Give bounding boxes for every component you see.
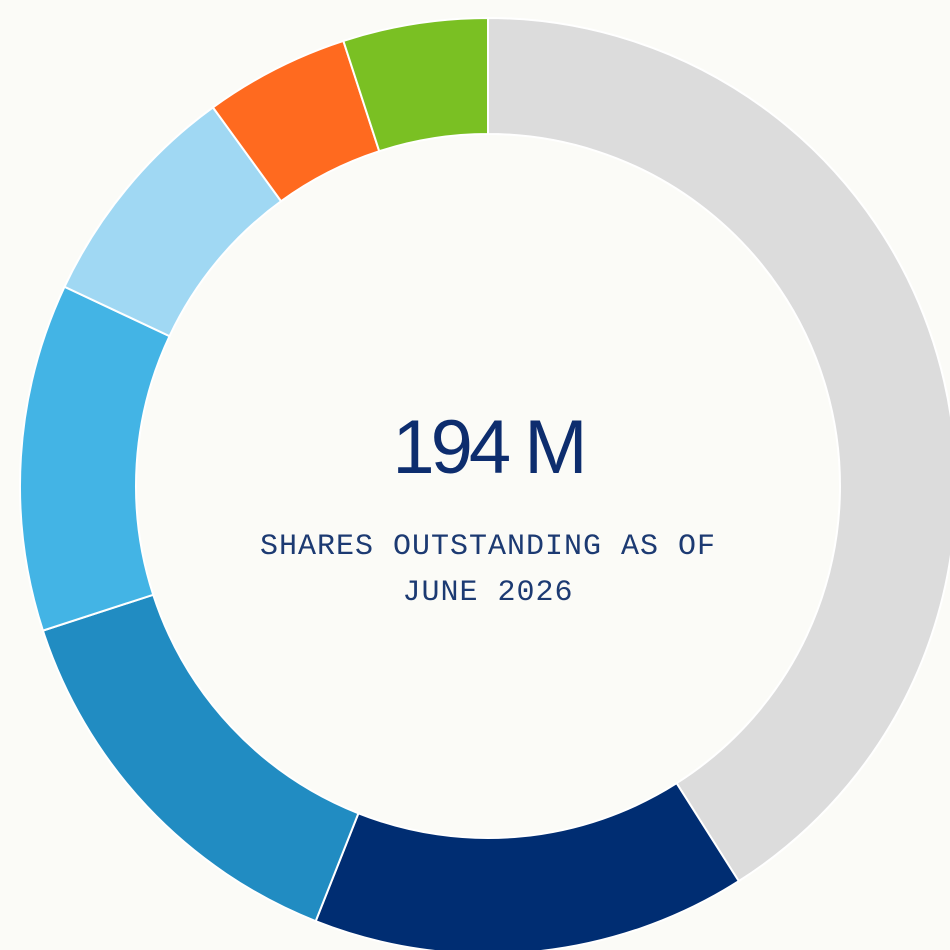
center-subtitle: SHARES OUTSTANDING AS OF JUNE 2026 [259, 530, 717, 610]
center-title: 194 M [392, 405, 587, 490]
donut-segment [41, 593, 360, 923]
donut-segment [342, 16, 489, 153]
donut-segment [314, 781, 741, 950]
donut-segment [19, 285, 171, 632]
donut-segment [487, 16, 950, 883]
